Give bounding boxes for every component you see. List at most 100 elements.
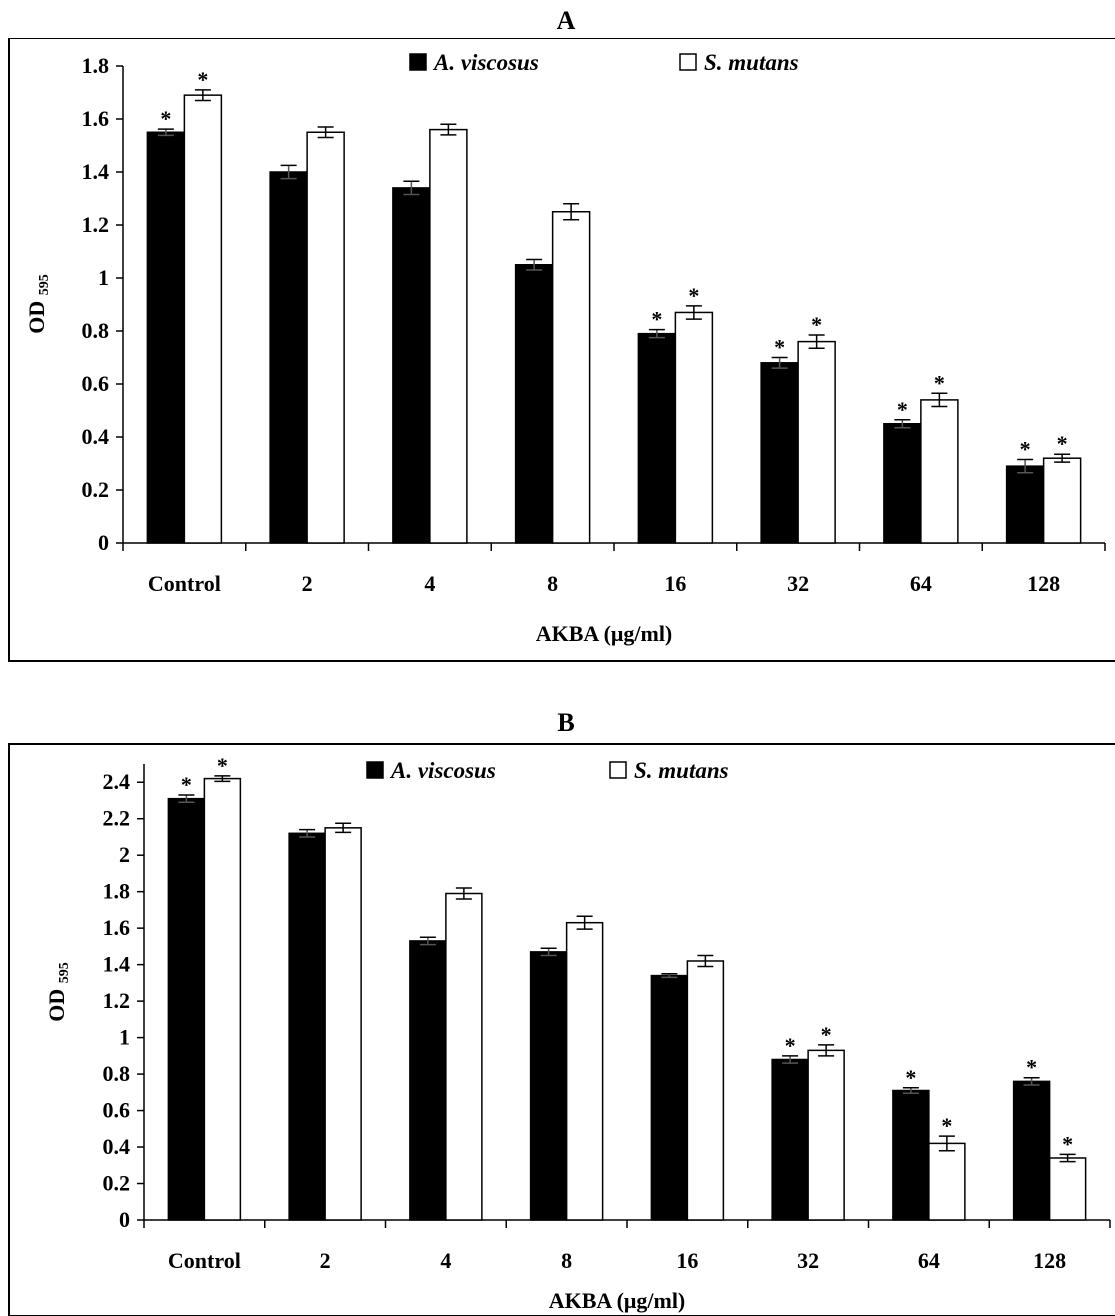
y-axis-title: OD 595 bbox=[24, 274, 52, 334]
bar bbox=[269, 171, 308, 544]
legend-label: A. viscosus bbox=[389, 758, 496, 783]
bar bbox=[920, 399, 959, 544]
y-tick-label: 1.4 bbox=[103, 952, 131, 977]
significance-marker: * bbox=[934, 370, 945, 395]
legend-label: S. mutans bbox=[634, 758, 729, 783]
bar bbox=[324, 827, 362, 1221]
significance-marker: * bbox=[688, 283, 699, 308]
bar bbox=[306, 131, 345, 544]
y-tick-label: 0 bbox=[119, 1207, 130, 1232]
x-category-label: 128 bbox=[1027, 571, 1060, 596]
y-axis-title-main: OD bbox=[44, 983, 69, 1022]
y-tick-label: 1.6 bbox=[82, 106, 110, 131]
x-axis-title: AKBA (μg/ml) bbox=[536, 621, 673, 646]
x-category-label: 2 bbox=[302, 571, 313, 596]
bar bbox=[807, 1049, 845, 1221]
significance-marker: * bbox=[905, 1065, 916, 1090]
legend-swatch bbox=[609, 761, 627, 779]
significance-marker: * bbox=[1020, 437, 1031, 462]
x-category-label: 16 bbox=[676, 1248, 698, 1273]
y-axis-title-main: OD bbox=[24, 295, 49, 334]
bar bbox=[892, 1089, 930, 1221]
y-tick-label: 0.6 bbox=[103, 1098, 131, 1123]
y-axis-title-subscript: 595 bbox=[37, 274, 52, 295]
x-category-label: 2 bbox=[320, 1248, 331, 1273]
x-category-label: 32 bbox=[787, 571, 809, 596]
significance-marker: * bbox=[774, 335, 785, 360]
y-tick-label: 0.8 bbox=[82, 318, 110, 343]
bar bbox=[797, 340, 836, 544]
y-tick-label: 2.2 bbox=[103, 806, 131, 831]
significance-marker: * bbox=[941, 1113, 952, 1138]
y-tick-label: 2.4 bbox=[103, 769, 131, 794]
significance-marker: * bbox=[160, 106, 171, 131]
y-tick-label: 1.4 bbox=[82, 159, 110, 184]
bar bbox=[637, 332, 677, 544]
significance-marker: * bbox=[1057, 431, 1068, 456]
chart-a: 0 0.2 0.4 0.6 0.8 1 1.2 1.4 1.6 1.8 Control * * 2 4 8 16… bbox=[8, 38, 1115, 662]
y-tick-label: 0.4 bbox=[82, 424, 110, 449]
significance-marker: * bbox=[197, 67, 208, 92]
y-tick-label: 1.2 bbox=[103, 988, 131, 1013]
significance-marker: * bbox=[811, 312, 822, 337]
panel-a-label: A bbox=[556, 6, 576, 35]
significance-marker: * bbox=[1026, 1055, 1037, 1080]
chart-frame bbox=[8, 743, 1115, 1316]
bar bbox=[1005, 465, 1045, 544]
x-category-label: Control bbox=[148, 571, 221, 596]
significance-marker: * bbox=[785, 1033, 796, 1058]
legend-label: S. mutans bbox=[704, 50, 799, 75]
bar bbox=[203, 777, 242, 1221]
bar bbox=[146, 131, 186, 544]
bar bbox=[514, 264, 554, 544]
y-tick-label: 1.8 bbox=[82, 53, 110, 78]
legend-label: A. viscosus bbox=[432, 50, 539, 75]
bar bbox=[429, 128, 468, 544]
y-tick-label: 0.2 bbox=[103, 1171, 131, 1196]
panel-b-label: B bbox=[557, 708, 575, 737]
chart-frame bbox=[8, 38, 1115, 662]
x-category-label: 8 bbox=[547, 571, 558, 596]
x-category-label: 4 bbox=[424, 571, 435, 596]
bar bbox=[686, 960, 725, 1221]
x-category-label: 16 bbox=[664, 571, 686, 596]
y-axis-title-subscript: 595 bbox=[57, 962, 72, 983]
significance-marker: * bbox=[821, 1022, 832, 1047]
significance-marker: * bbox=[1062, 1131, 1073, 1156]
x-category-label: 64 bbox=[918, 1248, 940, 1273]
bar bbox=[392, 187, 431, 544]
x-category-label: 128 bbox=[1033, 1248, 1066, 1273]
bar bbox=[883, 423, 922, 544]
y-tick-label: 1.2 bbox=[82, 212, 110, 237]
significance-marker: * bbox=[217, 753, 228, 778]
significance-marker: * bbox=[897, 397, 908, 422]
bar bbox=[167, 797, 206, 1221]
legend-swatch bbox=[409, 53, 427, 71]
bar bbox=[1048, 1157, 1087, 1221]
y-tick-label: 1 bbox=[98, 265, 109, 290]
bar bbox=[445, 892, 483, 1221]
y-tick-label: 1.6 bbox=[103, 915, 131, 940]
x-category-label: 64 bbox=[910, 571, 932, 596]
bar bbox=[409, 940, 447, 1221]
bar bbox=[529, 951, 568, 1221]
bar bbox=[565, 921, 604, 1221]
y-tick-label: 1.8 bbox=[103, 879, 131, 904]
y-tick-label: 0 bbox=[98, 530, 109, 555]
x-category-label: 4 bbox=[440, 1248, 451, 1273]
bar bbox=[288, 832, 326, 1221]
bar bbox=[650, 974, 689, 1221]
bar bbox=[1042, 457, 1082, 544]
y-tick-label: 0.6 bbox=[82, 371, 110, 396]
x-axis-title: AKBA (μg/ml) bbox=[549, 1288, 686, 1313]
significance-marker: * bbox=[651, 307, 662, 332]
y-tick-label: 0.2 bbox=[82, 477, 110, 502]
y-tick-label: 1 bbox=[119, 1025, 130, 1050]
y-axis-title: OD 595 bbox=[44, 962, 72, 1022]
bar bbox=[928, 1142, 966, 1221]
legend-swatch bbox=[679, 53, 697, 71]
bar bbox=[551, 211, 591, 544]
bar bbox=[674, 311, 714, 544]
y-tick-label: 0.4 bbox=[103, 1134, 131, 1159]
x-category-label: 32 bbox=[797, 1248, 819, 1273]
